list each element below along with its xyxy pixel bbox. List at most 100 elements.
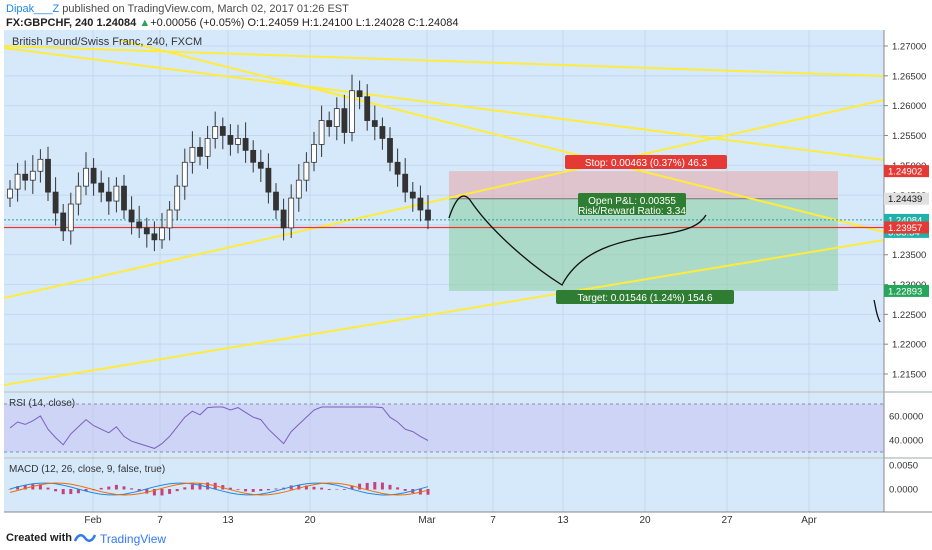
- macd-histogram-bar: [99, 487, 103, 490]
- macd-histogram-bar: [8, 489, 12, 490]
- publish-info: Dipak___Z published on TradingView.com, …: [6, 3, 349, 15]
- candle-body: [379, 126, 386, 139]
- macd-histogram-bar: [358, 483, 362, 490]
- publish-text: published on TradingView.com, March 02, …: [59, 3, 349, 15]
- target-label: Target: 0.01546 (1.24%) 154.6: [556, 290, 734, 304]
- symbol-info: FX:GBPCHF, 240 1.24084 ▲+0.00056 (+0.05%…: [6, 17, 458, 29]
- macd-tick-label: 0.0050: [889, 461, 918, 472]
- macd-tick-label: 0.0000: [889, 485, 918, 496]
- macd-histogram-bar: [426, 489, 430, 495]
- candle-series: [7, 74, 431, 252]
- candle-body: [136, 221, 143, 229]
- macd-histogram-bar: [365, 482, 369, 490]
- candle-body: [60, 212, 67, 232]
- macd-histogram-bar: [69, 489, 73, 495]
- macd-histogram-bar: [342, 489, 346, 490]
- candle-body: [166, 209, 173, 229]
- time-axis: [4, 512, 884, 527]
- candle-body: [333, 108, 340, 127]
- macd-histogram-bar: [152, 489, 156, 496]
- macd-histogram-bar: [228, 487, 232, 490]
- macd-histogram-bar: [23, 484, 27, 490]
- symbol-name[interactable]: FX:GBPCHF, 240: [6, 17, 94, 29]
- candle-body: [280, 209, 287, 229]
- macd-histogram-bar: [54, 489, 58, 492]
- rsi-label: RSI (14, close): [9, 398, 75, 409]
- macd-histogram-bar: [46, 487, 50, 490]
- stop-price-label: 1.24902: [888, 167, 922, 178]
- macd-histogram-bar: [335, 488, 339, 490]
- trend-line: [4, 99, 884, 299]
- macd-histogram-bar: [76, 489, 80, 494]
- macd-histogram-bar: [396, 487, 400, 490]
- macd-histogram-bar: [61, 489, 65, 495]
- macd-histogram-bar: [373, 482, 377, 490]
- candle-body: [402, 173, 409, 193]
- y-tick-label: 1.26000: [892, 101, 926, 112]
- macd-histogram-bar: [175, 489, 179, 492]
- macd-histogram-bar: [251, 489, 255, 492]
- target-price-label: 1.22893: [888, 286, 922, 297]
- author-link[interactable]: Dipak___Z: [6, 3, 60, 15]
- candle-body: [121, 185, 127, 211]
- candle-body: [83, 167, 89, 187]
- up-arrow-icon: ▲: [139, 17, 151, 29]
- macd-histogram-bar: [137, 489, 141, 492]
- x-tick-label: 27: [721, 515, 733, 526]
- candle-body: [356, 90, 363, 98]
- x-tick-label: 13: [557, 515, 569, 526]
- macd-histogram-bar: [16, 486, 20, 490]
- macd-histogram-bar: [289, 485, 293, 490]
- x-tick-label: Apr: [801, 515, 817, 526]
- candle-body: [311, 143, 317, 163]
- macd-histogram-bar: [183, 487, 187, 490]
- pnl-label-text: Risk/Reward Ratio: 3.34: [578, 206, 686, 217]
- last-price-label: 1.24084: [888, 215, 922, 226]
- candle-body: [181, 161, 188, 187]
- stop-label-text: Stop: 0.00463 (0.37%) 46.3: [585, 158, 708, 169]
- macd-histogram-bar: [122, 486, 126, 490]
- stop-label-bg: [565, 155, 727, 169]
- candle-body: [242, 138, 249, 151]
- last-price: 1.24084: [96, 17, 137, 29]
- macd-histogram-bar: [297, 485, 301, 490]
- x-tick-label: 20: [304, 515, 316, 526]
- y-tick-label: 1.21500: [892, 370, 926, 381]
- x-tick-label: Feb: [84, 515, 102, 526]
- macd-histogram-bar: [84, 489, 88, 492]
- candle-body: [273, 191, 279, 211]
- candle-body: [22, 173, 29, 181]
- rsi-tick-label: 40.0000: [889, 436, 923, 447]
- tradingview-brand[interactable]: TradingView: [100, 532, 167, 546]
- macd-histogram-bar: [350, 485, 354, 490]
- candle-body: [151, 233, 158, 241]
- macd-histogram-bar: [160, 489, 164, 496]
- projected-path-tail: [873, 299, 881, 323]
- price-change: +0.00056 (+0.05%): [150, 17, 245, 29]
- candle-body: [52, 191, 59, 214]
- tradingview-logo-icon: [74, 534, 96, 542]
- trend-lines[interactable]: [4, 39, 884, 386]
- macd-histogram-bar: [236, 489, 240, 490]
- macd-indicator: 0.0050 0.0000: [8, 461, 918, 496]
- candle-body: [425, 209, 431, 221]
- candle-body: [349, 90, 355, 133]
- macd-histogram-bar: [145, 489, 149, 494]
- pnl-label-text: Open P&L: 0.00355: [588, 196, 676, 207]
- chart-canvas[interactable]: Stop: 0.00463 (0.37%) 46.3 Open P&L: 0.00…: [0, 0, 932, 527]
- macd-line: [9, 482, 429, 496]
- candle-body: [387, 138, 393, 163]
- candle-body: [189, 146, 196, 163]
- candle-body: [98, 182, 105, 193]
- candle-body: [227, 135, 234, 145]
- stop-label: Stop: 0.00463 (0.37%) 46.3: [565, 155, 727, 169]
- candle-body: [45, 158, 51, 193]
- candle-body: [288, 197, 295, 229]
- position-tool[interactable]: [449, 171, 838, 291]
- macd-pane: [4, 459, 884, 512]
- trend-line: [4, 47, 884, 161]
- candle-body: [37, 158, 44, 172]
- target-price-label-bg: [884, 284, 929, 297]
- price-labels: 1.249021.244391.240843:33:341.239571.228…: [884, 165, 929, 297]
- macd-histogram-bar: [274, 488, 278, 490]
